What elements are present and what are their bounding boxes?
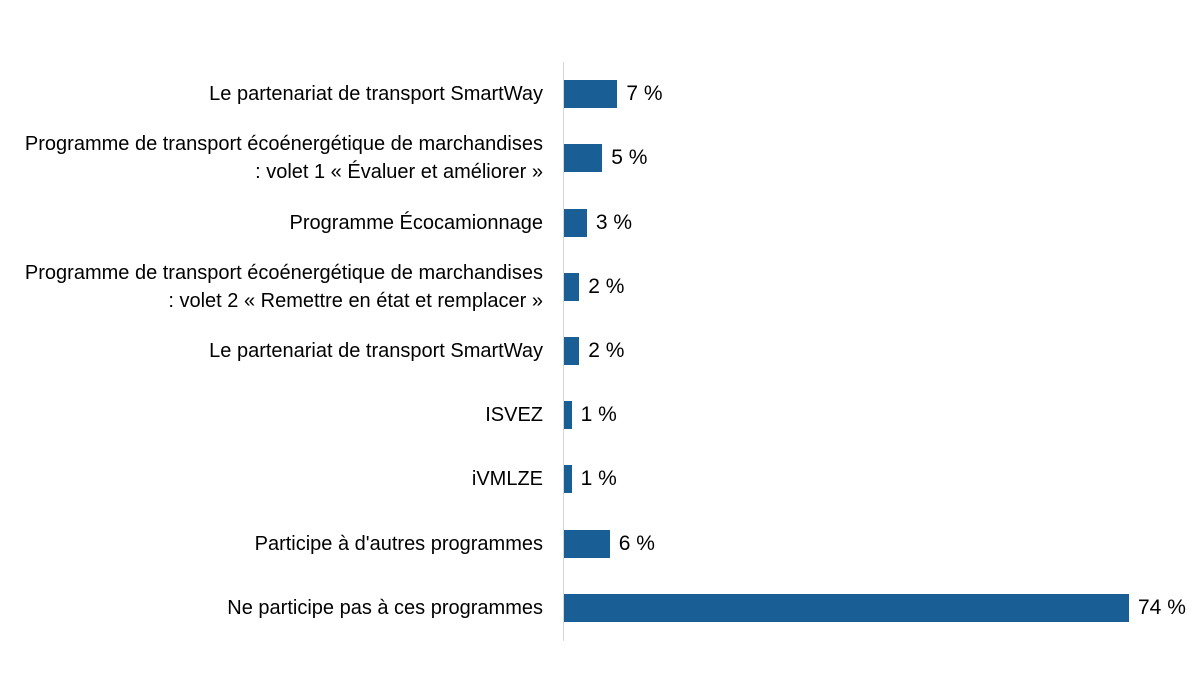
chart-row: Ne participe pas à ces programmes 74 % [0,576,1200,640]
category-label: Le partenariat de transport SmartWay [209,83,543,106]
bar-cell: 74 % [564,576,1200,640]
bar [564,144,603,173]
chart-row: ISVEZ 1 % [0,383,1200,447]
bar [564,465,572,494]
bar-cell: 2 % [564,255,1200,319]
bar-cell: 7 % [564,62,1200,126]
chart-row: Programme de transport écoénergétique de… [0,126,1200,190]
bar [564,272,580,301]
category-label: iVMLZE [471,468,543,491]
value-label: 2 % [588,338,625,362]
chart-row: Le partenariat de transport SmartWay 2 % [0,319,1200,383]
bar-cell: 2 % [564,319,1200,383]
bar-cell: 6 % [564,512,1200,576]
bar [564,529,610,558]
chart-row: Participe à d'autres programmes 6 % [0,512,1200,576]
value-label: 1 % [580,467,617,491]
category-label: Ne participe pas à ces programmes [227,596,543,619]
chart-row: Le partenariat de transport SmartWay 7 % [0,62,1200,126]
chart-row: Programme de transport écoénergétique de… [0,255,1200,319]
value-label: 74 % [1138,595,1186,619]
chart-row: Programme Écocamionnage 3 % [0,190,1200,254]
category-label: Le partenariat de transport SmartWay [209,339,543,362]
category-label: ISVEZ [485,404,543,427]
bar-cell: 1 % [564,447,1200,511]
bar-cell: 5 % [564,126,1200,190]
y-axis-line [563,62,564,641]
chart-row: iVMLZE 1 % [0,447,1200,511]
value-label: 1 % [580,403,617,427]
value-label: 2 % [588,274,625,298]
bar-cell: 3 % [564,190,1200,254]
value-label: 5 % [611,146,648,170]
value-label: 7 % [626,82,663,106]
value-label: 6 % [618,531,655,555]
category-label: Programme Écocamionnage [289,211,543,234]
bar [564,80,618,109]
bar-cell: 1 % [564,383,1200,447]
category-label: Programme de transport écoénergétique de… [24,133,543,184]
bar [564,336,580,365]
bar [564,208,587,237]
value-label: 3 % [595,210,633,234]
plot-area: Le partenariat de transport SmartWay 7 % P… [0,62,1200,641]
bar [564,401,572,430]
category-label: Participe à d'autres programmes [254,532,543,555]
category-label: Programme de transport écoénergétique de… [24,261,543,312]
chart-rows: Le partenariat de transport SmartWay 7 % P… [0,62,1200,640]
bar [564,593,1129,622]
